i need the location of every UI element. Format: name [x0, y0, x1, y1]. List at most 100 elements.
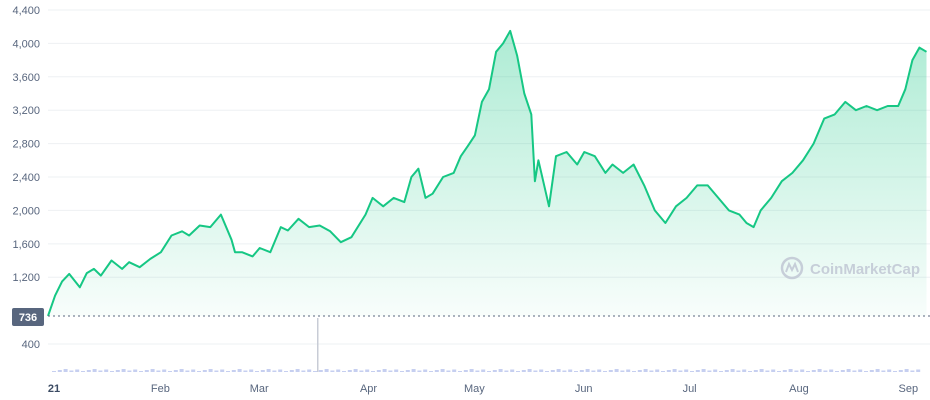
volume-bar [701, 369, 706, 372]
volume-bar [208, 369, 213, 372]
volume-bar [835, 371, 839, 372]
volume-bar [110, 371, 114, 372]
volume-bar [840, 370, 845, 372]
volume-bar [562, 370, 567, 372]
volume-bar [115, 370, 120, 372]
volume-bar [608, 370, 613, 372]
volume-bar [510, 369, 515, 372]
x-axis: 21 Feb Mar Apr May Jun Jul Aug Sep [48, 383, 918, 395]
x-tick-label: Sep [899, 383, 919, 395]
volume-bar [133, 369, 138, 372]
volume-bar [440, 369, 445, 372]
volume-bar [75, 369, 80, 372]
volume-bar [707, 370, 712, 372]
volume-bar [139, 371, 143, 372]
volume-bar [179, 369, 184, 372]
volume-bar [202, 370, 207, 372]
volume-bar [162, 369, 167, 372]
volume-bar [249, 369, 254, 372]
volume-bar [904, 369, 909, 372]
volume-bar [295, 369, 300, 372]
watermark-text: CoinMarketCap [810, 261, 920, 278]
volume-bar [63, 369, 68, 372]
volume-bar [736, 370, 741, 372]
volume-bar [684, 369, 689, 372]
volume-bar [666, 370, 671, 372]
volume-bar [452, 369, 457, 372]
volume-bar [678, 370, 683, 372]
price-area-fill [48, 30, 927, 317]
volume-bar [185, 370, 190, 372]
volume-bar [226, 371, 230, 372]
volume-bar [52, 371, 56, 372]
volume-bar [371, 371, 375, 372]
x-tick-label: Apr [360, 383, 377, 395]
volume-bar [243, 370, 248, 372]
price-line [47, 29, 928, 317]
volume-bar [898, 370, 903, 372]
volume-bar [724, 370, 729, 372]
y-tick-label: 2,000 [12, 205, 40, 217]
volume-bar [771, 369, 776, 372]
volume-bar [643, 369, 648, 372]
volume-bar [417, 370, 422, 372]
volume-bar [86, 370, 91, 372]
volume-bar [765, 370, 770, 372]
volume-bar [104, 369, 109, 372]
volume-bar [69, 370, 74, 372]
volume-bar [881, 370, 886, 372]
x-tick-label: May [464, 383, 485, 395]
volume-bar [655, 369, 660, 372]
volume-bar [695, 370, 700, 372]
volume-bar [394, 369, 399, 372]
volume-bar [817, 369, 822, 372]
volume-bar [521, 370, 526, 372]
volume-bar [353, 369, 358, 372]
volume-bar [823, 370, 828, 372]
volume-bar [492, 370, 497, 372]
volume-bar [150, 369, 155, 372]
volume-bar [365, 369, 370, 372]
volume-bar [794, 370, 799, 372]
volume-bar [579, 370, 584, 372]
volume-bar [336, 369, 341, 372]
volume-bar [516, 371, 520, 372]
volume-bar [539, 369, 544, 372]
volume-bar [893, 371, 897, 372]
volume-bar [458, 371, 462, 372]
x-tick-label: Jun [575, 383, 593, 395]
volume-bar [527, 369, 532, 372]
volume-bar [869, 370, 874, 372]
volume-bar [289, 370, 294, 372]
x-tick-label: Jul [683, 383, 697, 395]
volume-bar [742, 369, 747, 372]
watermark: CoinMarketCap [780, 256, 920, 280]
volume-bar [498, 369, 503, 372]
volume-bar [759, 369, 764, 372]
volume-bar [748, 371, 752, 372]
volume-bar [829, 369, 834, 372]
volume-bar [475, 370, 480, 372]
volume-bar [284, 371, 288, 372]
volume-bar [614, 369, 619, 372]
volume-bar [730, 369, 735, 372]
volume-tick-label: 400 [22, 339, 40, 351]
volume-bar [400, 371, 404, 372]
volume-bar [620, 370, 625, 372]
volume-bar [753, 370, 758, 372]
volume-bar [57, 370, 62, 372]
volume-bar [463, 370, 468, 372]
volume-bar [278, 369, 283, 372]
y-tick-label: 4,000 [12, 38, 40, 50]
volume-bar [266, 369, 271, 372]
volume-bar [423, 369, 428, 372]
volume-bar [574, 371, 578, 372]
volume-bar [777, 371, 781, 372]
volume-bar [237, 369, 242, 372]
y-tick-label: 1,200 [12, 272, 40, 284]
volume-bar [713, 369, 718, 372]
y-tick-label: 1,600 [12, 239, 40, 251]
volume-bar [887, 369, 892, 372]
volume-bar [347, 370, 352, 372]
x-tick-label: Feb [151, 383, 170, 395]
